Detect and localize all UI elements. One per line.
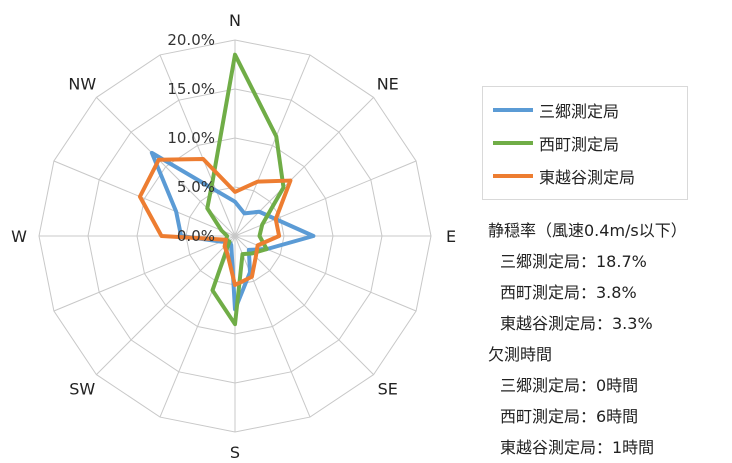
grid-spoke bbox=[53, 160, 236, 237]
notes-panel: 静穏率（風速0.4m/s以下） 三郷測定局：18.7% 西町測定局：3.8% 東… bbox=[488, 215, 687, 463]
direction-label: N bbox=[229, 11, 241, 30]
direction-label: E bbox=[446, 227, 456, 246]
direction-label: W bbox=[11, 227, 27, 246]
tick-label: 20.0% bbox=[167, 31, 215, 49]
radial-tick-labels: 0.0% 5.0% 10.0% 15.0% 20.0% bbox=[167, 31, 215, 245]
grid-spoke bbox=[234, 54, 311, 237]
grid-spoke bbox=[159, 54, 236, 237]
tick-label: 10.0% bbox=[167, 129, 215, 147]
legend-label: 三郷測定局 bbox=[539, 101, 620, 121]
grid-spoke bbox=[234, 235, 311, 418]
grid-spoke bbox=[234, 235, 374, 375]
tick-label: 0.0% bbox=[177, 227, 215, 245]
direction-label: NE bbox=[377, 74, 399, 93]
direction-label: SE bbox=[378, 380, 398, 399]
legend-swatch bbox=[493, 107, 533, 112]
legend-swatch bbox=[493, 173, 533, 178]
legend-item: 東越谷測定局 bbox=[493, 159, 687, 192]
series-layer bbox=[137, 52, 316, 327]
legend-swatch bbox=[493, 140, 533, 145]
missing-time-item: 東越谷測定局：1時間 bbox=[500, 438, 655, 457]
direction-labels: N NE E SE S SW W NW bbox=[11, 11, 456, 461]
grid-spoke bbox=[234, 97, 374, 237]
calm-rate-item: 三郷測定局：18.7% bbox=[500, 252, 647, 271]
tick-label: 15.0% bbox=[167, 80, 215, 98]
missing-time-item: 三郷測定局：0時間 bbox=[500, 376, 639, 395]
calm-rate-item: 西町測定局：3.8% bbox=[500, 283, 637, 302]
missing-time-title: 欠測時間 bbox=[488, 345, 553, 364]
grid-spoke bbox=[96, 235, 236, 375]
grid-spoke bbox=[53, 235, 236, 312]
legend-item: 三郷測定局 bbox=[493, 93, 687, 126]
tick-label: 5.0% bbox=[177, 178, 215, 196]
direction-label: SW bbox=[69, 380, 95, 399]
legend: 三郷測定局 西町測定局 東越谷測定局 bbox=[482, 86, 688, 200]
radar-chart: N NE E SE S SW W NW 0.0% 5.0% 10.0% 15.0% 20.0% bbox=[11, 11, 456, 461]
radar-grid bbox=[38, 39, 432, 433]
direction-label: NW bbox=[68, 74, 96, 93]
missing-time-item: 西町測定局：6時間 bbox=[500, 407, 639, 426]
direction-label: S bbox=[230, 443, 240, 461]
calm-rate-item: 東越谷測定局：3.3% bbox=[500, 314, 653, 333]
grid-spoke bbox=[234, 235, 417, 312]
series-line bbox=[205, 52, 286, 327]
legend-label: 東越谷測定局 bbox=[539, 167, 636, 187]
legend-item: 西町測定局 bbox=[493, 126, 687, 159]
calm-rate-title: 静穏率（風速0.4m/s以下） bbox=[488, 221, 687, 240]
legend-label: 西町測定局 bbox=[539, 134, 620, 154]
series-line bbox=[137, 157, 293, 287]
